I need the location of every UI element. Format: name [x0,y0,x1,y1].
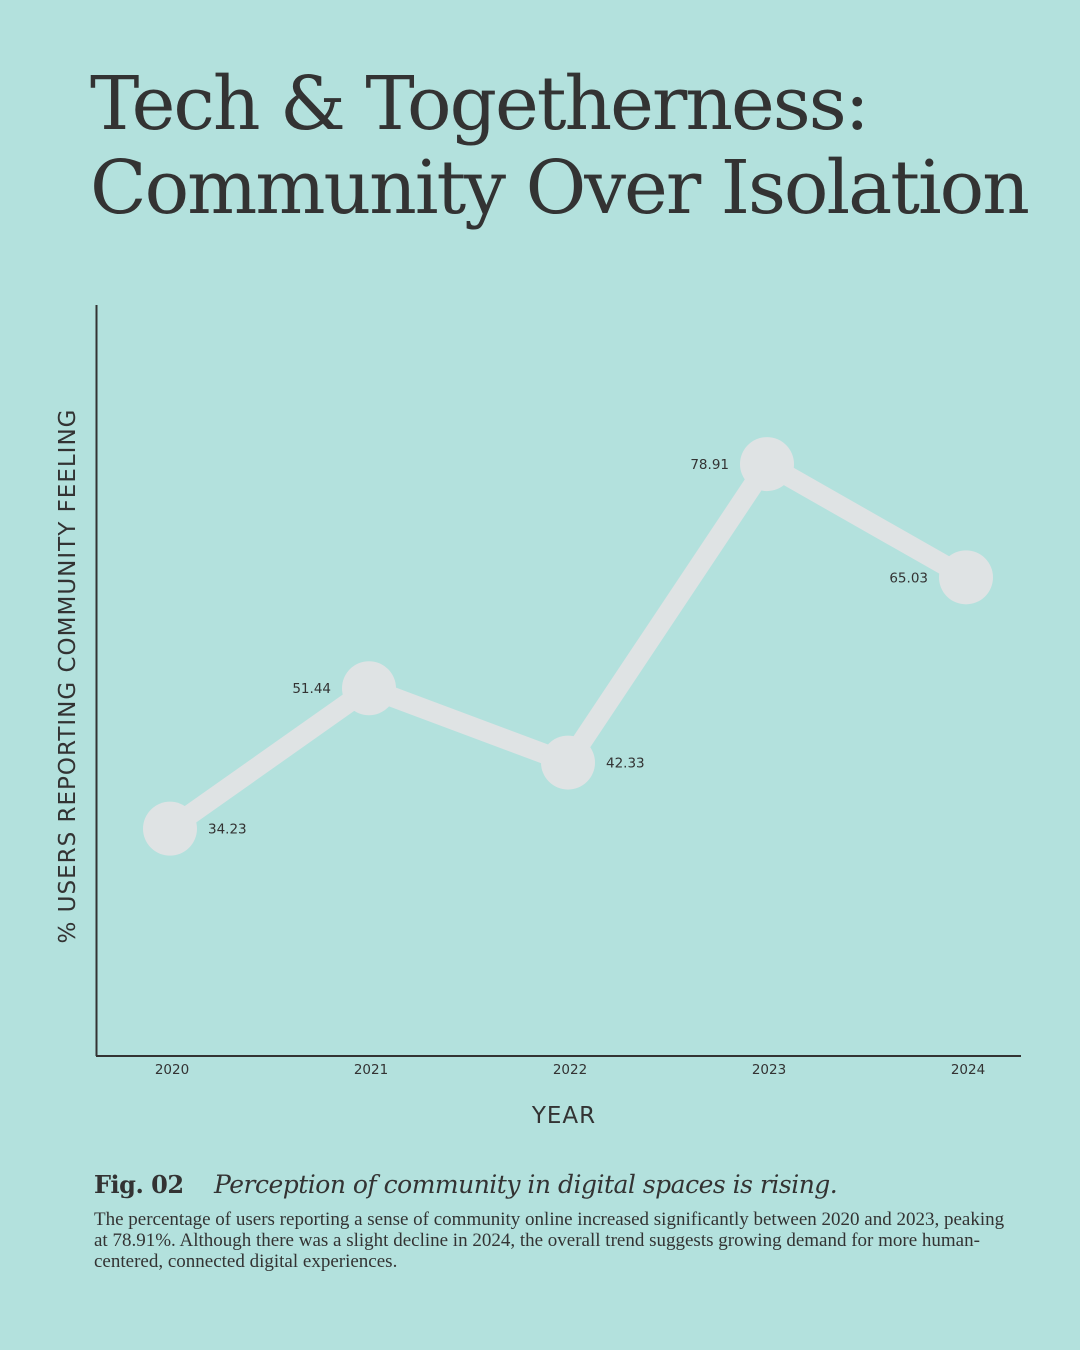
data-label-2021: 51.44 [292,681,331,697]
data-point-2024 [939,550,993,605]
title-line-1: Tech & Togetherness: [90,61,870,147]
page-title: Tech & Togetherness: Community Over Isol… [90,62,1050,230]
x-tick-label-2024: 2024 [951,1062,985,1078]
x-tick-label-2021: 2021 [354,1062,388,1078]
data-point-2023 [740,437,794,492]
x-axis-title: YEAR [531,1103,596,1129]
x-tick-label-2022: 2022 [553,1062,587,1078]
data-label-2020: 34.23 [208,822,247,838]
caption-heading: Fig. 02 Perception of community in digit… [94,1170,1014,1199]
data-label-2024: 65.03 [889,570,928,586]
title-line-2: Community Over Isolation [90,145,1030,231]
figure-number: Fig. 02 [94,1170,184,1199]
data-point-2021 [342,661,396,716]
x-tick-labels: 2020 2021 2022 2023 2024 [155,1062,985,1078]
data-points [143,437,993,856]
x-tick-label-2020: 2020 [155,1062,189,1078]
data-label-2023: 78.91 [690,457,729,473]
data-point-2020 [143,801,197,856]
figure-tagline: Perception of community in digital space… [214,1170,838,1199]
data-point-2022 [541,735,595,790]
data-label-2022: 42.33 [606,756,645,772]
caption-body: The percentage of users reporting a sens… [94,1209,1005,1272]
data-labels: 34.23 51.44 42.33 78.91 65.03 [208,457,928,838]
y-axis-title: % USERS REPORTING COMMUNITY FEELING [55,409,81,944]
x-tick-label-2023: 2023 [752,1062,786,1078]
figure-caption: Fig. 02 Perception of community in digit… [94,1170,1014,1272]
